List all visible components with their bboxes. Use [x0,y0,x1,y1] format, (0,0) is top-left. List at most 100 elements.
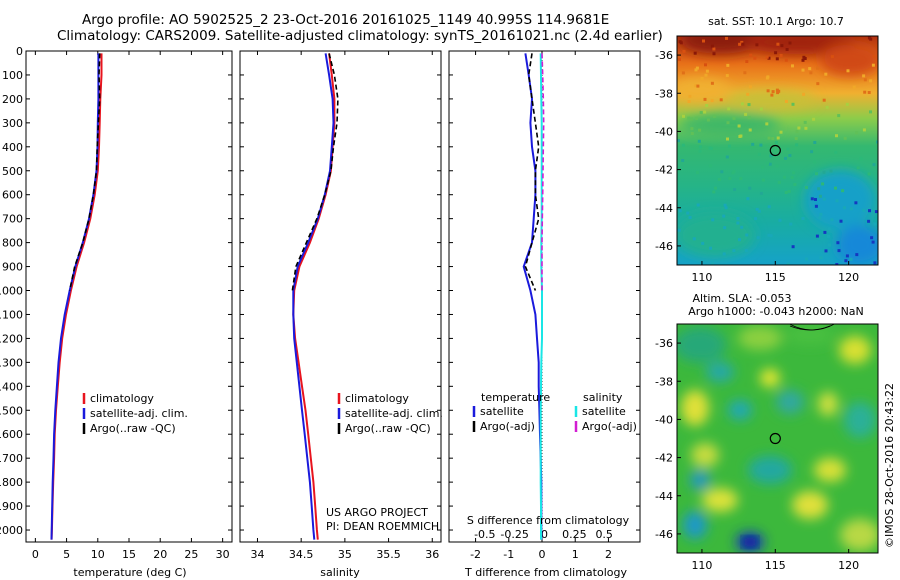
sst-pixel [728,144,731,148]
sla-map-image [677,324,878,553]
sst-pixel [835,263,839,265]
x-tick-label: 10 [91,548,105,561]
sst-pixel [703,97,707,101]
t-difference-xlabel: T difference from climatology [464,566,627,579]
sla-map-title: Altim. SLA: -0.053 [692,292,791,305]
sst-pixel [791,102,795,106]
sst-pixel [789,222,793,226]
sst-pixel [869,110,872,114]
sst-pixel [774,51,778,55]
sst-pixel [775,57,779,61]
sst-pixel [754,217,758,221]
sst-pixel [810,150,814,154]
sst-pixel [863,90,867,94]
sst-pixel [836,241,840,245]
y-tick-label: 800 [2,237,23,250]
x-tick-label: -2 [470,548,481,561]
sst-pixel [703,110,707,114]
sst-pixel [708,164,712,168]
sst-pixel [728,176,732,180]
sst-pixel [727,107,731,111]
y-tick-label: 100 [2,69,23,82]
sst-map-title: sat. SST: 10.1 Argo: 10.7 [708,15,844,28]
sst-pixel [740,225,744,229]
map-x-label: 120 [838,559,859,572]
s-tick-label: 0 [541,528,548,541]
x-tick-label: 36 [425,548,439,561]
map-y-label: -42 [655,164,673,177]
sst-pixel [765,76,769,80]
y-tick-label: 2000 [0,524,23,537]
sst-argo-marker [769,144,781,157]
sst-pixel [737,124,741,128]
sst-pixel [747,103,751,107]
sst-pixel [862,128,866,132]
sst-pixel [771,137,775,140]
sst-pixel [748,128,752,132]
sst-pixel [843,136,847,140]
sst-pixel [803,120,807,124]
sst-pixel [732,249,736,252]
sst-pixel [698,149,702,153]
sst-pixel [725,74,729,78]
sst-pixel [827,227,831,231]
series-line [539,53,543,540]
sst-pixel [801,217,805,220]
sst-pixel [698,128,702,132]
y-tick-label: 1500 [0,404,23,417]
sst-pixel [738,238,741,242]
legend-title-salinity: salinity [583,391,623,404]
sst-pixel [753,56,757,60]
sst-pixel [761,178,765,182]
sst-pixel [775,164,779,168]
sst-pixel [778,218,782,222]
sst-pixel [805,257,809,261]
sst-pixel [867,172,871,176]
x-tick-label: 30 [216,548,230,561]
s-tick-label: 0.25 [562,528,587,541]
sst-pixel [717,178,721,181]
y-tick-label: 900 [2,261,23,274]
sst-pixel [740,40,744,44]
sst-pixel [830,218,834,222]
sst-pixel [803,57,807,60]
legend-label: Argo(..raw -QC) [90,422,176,435]
sst-pixel [867,91,871,94]
sst-pixel [814,198,817,201]
sst-pixel [837,249,841,253]
sst-pixel [791,64,794,68]
s-difference-label: S difference from climatology [467,514,630,527]
sst-pixel [693,51,697,55]
map-y-label: -42 [655,452,673,465]
sst-pixel [843,206,846,210]
sst-pixel [708,146,712,150]
s-tick-label: -0.25 [500,528,528,541]
sst-pixel [815,172,818,176]
x-tick-label: 1 [572,548,579,561]
sst-pixel [767,56,771,60]
sst-pixel [678,209,682,213]
sst-pixel [869,79,873,83]
sst-pixel [714,186,717,190]
pi-note: PI: DEAN ROEMMICH [326,520,439,533]
sst-pixel [777,180,781,184]
sst-pixel [722,214,726,218]
sst-pixel [767,205,771,209]
sst-pixel [759,143,763,147]
y-tick-label: 1000 [0,285,23,298]
sst-pixel [744,249,748,252]
sst-pixel [810,197,814,201]
sst-pixel [786,147,790,151]
legend-title-temperature: temperature [481,391,550,404]
sst-pixel [844,259,848,263]
legend-label: climatology [345,392,409,405]
sla-argo-marker [769,432,781,445]
sst-pixel [823,230,827,234]
sst-pixel [872,55,876,58]
sst-pixel [852,85,856,89]
y-tick-label: 200 [2,93,23,106]
sst-pixel [873,261,877,265]
sst-pixel [696,171,699,174]
sst-pixel [855,253,859,257]
series-line [50,53,100,540]
